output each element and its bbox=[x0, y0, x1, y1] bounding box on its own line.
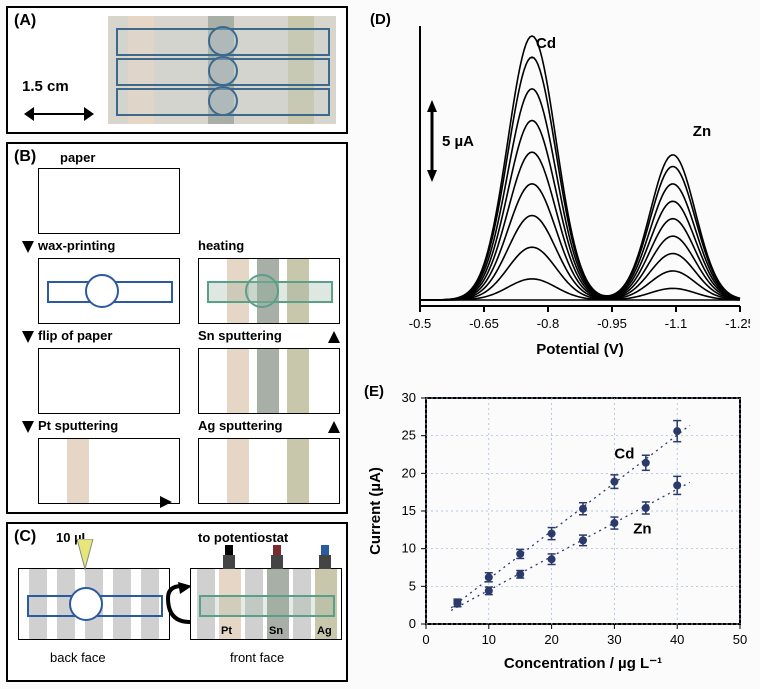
svg-text:(E): (E) bbox=[364, 383, 384, 400]
panel-b-label: (B) bbox=[14, 148, 36, 166]
svg-text:Potential (V): Potential (V) bbox=[536, 341, 624, 358]
calibration-chart: 0 10 20 30 40 50 0 5 10 15 20 25 30 Concentration / µ… bbox=[360, 380, 754, 680]
clip-icon bbox=[315, 545, 335, 569]
svg-text:50: 50 bbox=[733, 632, 747, 647]
step-wax bbox=[38, 258, 180, 324]
front-sn-label: Sn bbox=[269, 625, 283, 637]
front-ag-label: Ag bbox=[317, 625, 332, 637]
panel-b: (B) paper wax-printing flip of paper Pt … bbox=[6, 142, 348, 514]
panel-a-label: (A) bbox=[14, 12, 36, 30]
arrow-1 bbox=[22, 241, 34, 253]
svg-text:-0.95: -0.95 bbox=[597, 316, 627, 331]
svg-text:10: 10 bbox=[482, 632, 496, 647]
step-heat-label: heating bbox=[198, 238, 244, 253]
arrow-6 bbox=[160, 496, 172, 508]
svg-text:-0.8: -0.8 bbox=[537, 316, 559, 331]
arrow-4 bbox=[328, 331, 340, 343]
panel-e: 0 10 20 30 40 50 0 5 10 15 20 25 30 Concentration / µ… bbox=[360, 380, 754, 680]
scale-label: 1.5 cm bbox=[22, 78, 69, 95]
svg-text:20: 20 bbox=[402, 465, 416, 480]
back-channel-circle bbox=[69, 587, 103, 621]
svg-text:0: 0 bbox=[422, 632, 429, 647]
step-sn bbox=[198, 348, 340, 414]
svg-text:30: 30 bbox=[607, 632, 621, 647]
pt-stripe bbox=[67, 439, 89, 503]
arrow-5 bbox=[328, 421, 340, 433]
front-channel bbox=[199, 595, 335, 617]
svg-text:-1.25: -1.25 bbox=[725, 316, 750, 331]
pipette-icon bbox=[73, 539, 97, 573]
front-pt-label: Pt bbox=[221, 625, 232, 637]
svg-text:-0.5: -0.5 bbox=[409, 316, 431, 331]
channel-2-circle bbox=[208, 56, 238, 86]
svg-text:30: 30 bbox=[402, 390, 416, 405]
clip-icon bbox=[267, 545, 287, 569]
back-face-label: back face bbox=[50, 650, 106, 665]
svg-text:40: 40 bbox=[670, 632, 684, 647]
svg-text:-1.1: -1.1 bbox=[665, 316, 687, 331]
sn-ag bbox=[287, 349, 309, 413]
svg-text:Cd: Cd bbox=[614, 445, 634, 462]
channel-3-circle bbox=[208, 86, 238, 116]
step-paper-label: paper bbox=[60, 150, 95, 165]
step-sn-label: Sn sputtering bbox=[198, 328, 282, 343]
svg-text:5: 5 bbox=[409, 578, 416, 593]
svg-text:Zn: Zn bbox=[633, 521, 651, 538]
panel-a-device-photo bbox=[108, 16, 336, 124]
svg-text:20: 20 bbox=[544, 632, 558, 647]
arrow-2 bbox=[22, 331, 34, 343]
back-face-card bbox=[18, 568, 170, 640]
arrow-3 bbox=[22, 421, 34, 433]
scale-arrow bbox=[24, 104, 94, 124]
ag-ag bbox=[287, 439, 309, 503]
sn-pt bbox=[227, 349, 249, 413]
svg-text:5 µA: 5 µA bbox=[442, 133, 474, 150]
step-flip bbox=[38, 348, 180, 414]
svg-text:(D): (D) bbox=[370, 11, 391, 28]
step-ag bbox=[198, 438, 340, 504]
pot-label: to potentiostat bbox=[198, 530, 288, 545]
svg-text:25: 25 bbox=[402, 428, 416, 443]
svg-text:Current (µA): Current (µA) bbox=[367, 467, 384, 555]
svg-text:0: 0 bbox=[409, 616, 416, 631]
heat-channel-circle bbox=[245, 274, 279, 308]
step-heat bbox=[198, 258, 340, 324]
step-pt bbox=[38, 438, 180, 504]
svg-text:Concentration / µg L⁻¹: Concentration / µg L⁻¹ bbox=[504, 655, 662, 672]
panel-d: -0.5 -0.65 -0.8 -0.95 -1.1 -1.25 Potential (V)… bbox=[360, 6, 750, 376]
wax-channel-circle bbox=[85, 274, 119, 308]
step-paper bbox=[38, 168, 180, 234]
svg-text:15: 15 bbox=[402, 503, 416, 518]
channel-1-circle bbox=[208, 26, 238, 56]
step-wax-label: wax-printing bbox=[38, 238, 115, 253]
ag-pt bbox=[227, 439, 249, 503]
clip-icon bbox=[219, 545, 239, 569]
step-flip-label: flip of paper bbox=[38, 328, 112, 343]
panel-c: (C) 10 µL to potentiostat back face Pt S… bbox=[6, 522, 348, 682]
panel-c-label: (C) bbox=[14, 528, 36, 546]
svg-text:-0.65: -0.65 bbox=[469, 316, 499, 331]
front-face-card: Pt Sn Ag bbox=[190, 568, 342, 640]
voltammogram-chart: -0.5 -0.65 -0.8 -0.95 -1.1 -1.25 Potential (V)… bbox=[360, 6, 750, 376]
panel-a: (A) 1.5 cm bbox=[6, 6, 348, 134]
step-ag-label: Ag sputtering bbox=[198, 418, 283, 433]
svg-text:Zn: Zn bbox=[693, 123, 711, 140]
front-face-label: front face bbox=[230, 650, 284, 665]
step-pt-label: Pt sputtering bbox=[38, 418, 118, 433]
sn-sn bbox=[257, 349, 279, 413]
svg-text:10: 10 bbox=[402, 541, 416, 556]
svg-text:Cd: Cd bbox=[536, 35, 556, 52]
